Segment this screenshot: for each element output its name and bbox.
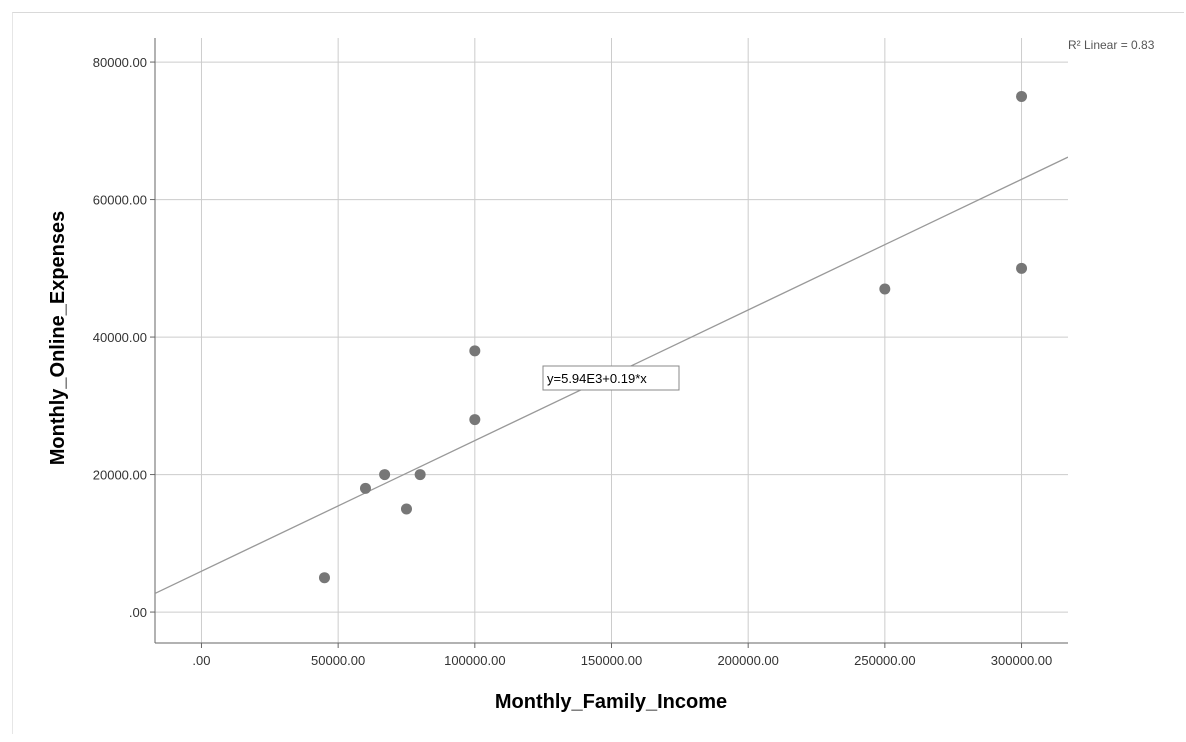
y-tick-label: 40000.00 [93, 330, 147, 345]
y-tick-label: 80000.00 [93, 55, 147, 70]
grid [155, 38, 1068, 643]
x-tick-labels: .00 50000.00 100000.00 150000.00 200000.00 25… [192, 653, 1052, 668]
data-point-5 [469, 345, 481, 357]
data-point-6 [469, 414, 481, 426]
x-tick-label: 300000.00 [991, 653, 1052, 668]
fit-equation-label: y=5.94E3+0.19*x [547, 371, 647, 386]
fit-equation-box: y=5.94E3+0.19*x [542, 365, 680, 391]
y-tick-label: 60000.00 [93, 193, 147, 208]
data-point-4 [414, 469, 426, 481]
data-point-8 [1016, 90, 1028, 102]
x-tick-label: 50000.00 [311, 653, 365, 668]
frame-border [12, 12, 1184, 734]
x-tick-label: .00 [192, 653, 210, 668]
data-points [318, 90, 1028, 584]
y-tick-labels: .00 20000.00 40000.00 60000.00 80000.00 [93, 55, 147, 620]
x-tick-label: 250000.00 [854, 653, 915, 668]
x-tick-label: 100000.00 [444, 653, 505, 668]
data-point-9 [1016, 262, 1028, 274]
data-point-2 [379, 469, 391, 481]
r-squared-label: R² Linear = 0.83 [1068, 38, 1155, 52]
fit-equation-border [542, 365, 680, 391]
x-axis-title: Monthly_Family_Income [495, 691, 727, 713]
y-axis-title: Monthly_Online_Expenses [47, 211, 69, 466]
data-point-3 [400, 503, 412, 515]
x-tick-label: 200000.00 [717, 653, 778, 668]
y-tick-label: .00 [129, 605, 147, 620]
y-tick-label: 20000.00 [93, 468, 147, 483]
data-point-7 [879, 283, 891, 295]
data-point-0 [318, 572, 330, 584]
axes [150, 38, 1068, 648]
data-point-1 [359, 482, 371, 494]
x-tick-label: 150000.00 [581, 653, 642, 668]
